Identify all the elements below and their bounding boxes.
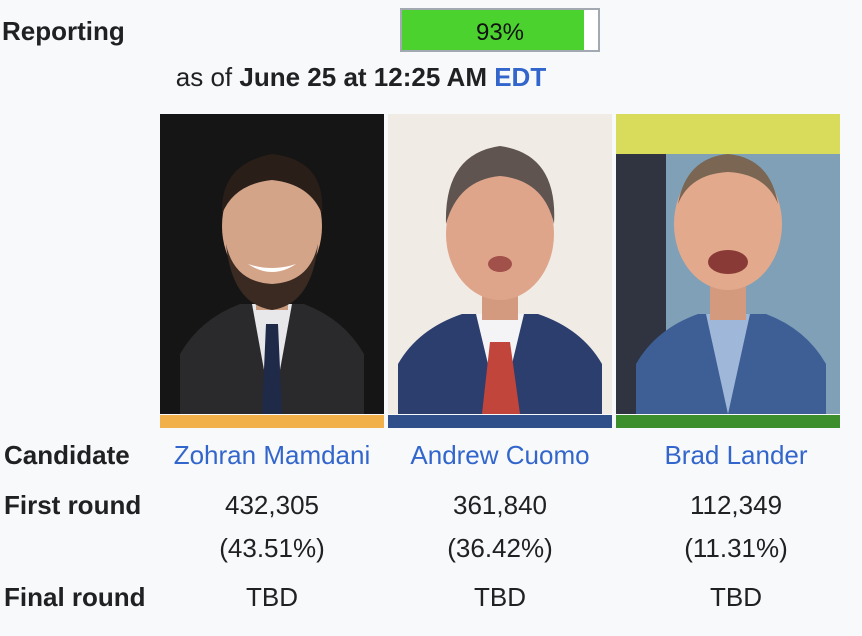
final-round-result: TBD [710, 582, 762, 612]
candidate-name-link[interactable]: Brad Lander [664, 440, 808, 470]
first-round-votes: 112,349 [689, 490, 783, 520]
as-of-timestamp: as of June 25 at 12:25 AM EDT [0, 62, 861, 93]
final-round-row-label: Final round [4, 582, 146, 612]
timezone-link[interactable]: EDT [494, 62, 547, 92]
as-of-datetime: June 25 at 12:25 AM [239, 62, 487, 92]
as-of-prefix: as of [175, 62, 233, 92]
reporting-progress-fill [402, 10, 585, 50]
first-round-votes: 361,840 [453, 490, 547, 520]
candidate-color-bar [388, 415, 612, 428]
first-round-percent: (43.51%) [219, 533, 325, 563]
reporting-label: Reporting [2, 16, 125, 46]
candidate-row-label: Candidate [4, 440, 130, 470]
final-round-result: TBD [474, 582, 526, 612]
reporting-percent: 93% [475, 19, 525, 46]
final-round-result: TBD [246, 582, 298, 612]
first-round-percent: (11.31%) [684, 533, 788, 563]
candidate-color-bar [160, 415, 384, 428]
first-round-votes: 432,305 [225, 490, 319, 520]
candidate-name-link[interactable]: Andrew Cuomo [410, 440, 590, 470]
first-round-percent: (36.42%) [447, 533, 553, 563]
candidate-color-bar [616, 415, 840, 428]
candidate-photo-mamdani[interactable] [160, 114, 384, 414]
first-round-row-label: First round [4, 490, 142, 520]
candidate-photo-cuomo[interactable] [388, 114, 612, 414]
candidate-photo-lander[interactable] [616, 114, 840, 414]
reporting-progress-bar: 93% [400, 8, 600, 52]
candidate-name-link[interactable]: Zohran Mamdani [173, 440, 371, 470]
